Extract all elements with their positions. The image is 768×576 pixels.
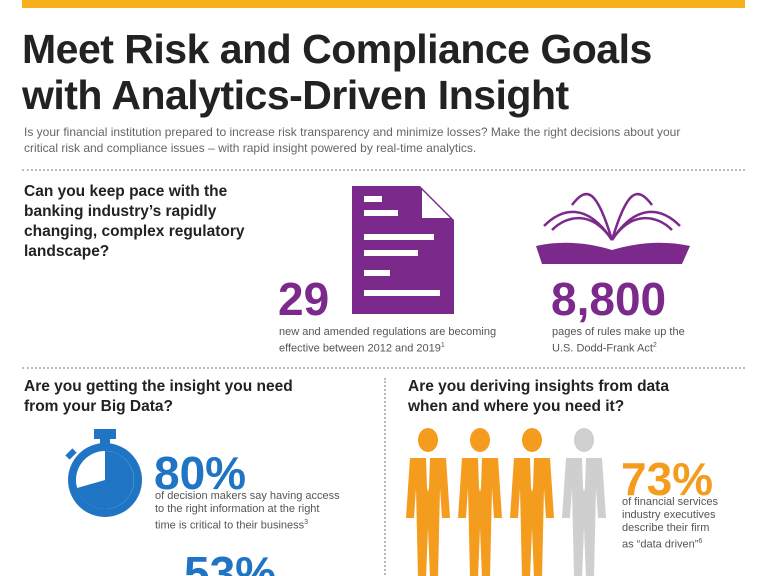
stat-text: effective between 2012 and 20191 xyxy=(279,342,445,355)
stat-text: of financial services xyxy=(622,496,718,508)
stat-text: new and amended regulations are becoming xyxy=(279,326,497,338)
stat-text: of decision makers say having access xyxy=(155,490,340,502)
footnote: 6 xyxy=(698,538,703,545)
title: with Analytics-Driven Insight xyxy=(22,72,569,118)
divider xyxy=(22,367,745,369)
stat-text: U.S. Dodd-Frank Act2 xyxy=(552,342,657,355)
top-bar xyxy=(22,0,745,8)
stat-text: pages of rules make up the xyxy=(552,326,685,338)
question: Can you keep pace with the banking indust… xyxy=(24,182,245,262)
stat-text: as “data driven”6 xyxy=(622,538,703,551)
question-line: when and where you need it? xyxy=(408,398,625,415)
stat-figure: 53% xyxy=(184,547,277,576)
question-line: Can you keep pace with the xyxy=(24,183,228,200)
stat-text: industry executives xyxy=(622,509,716,521)
question-line: changing, complex regulatory xyxy=(24,223,245,240)
question-line: banking industry’s rapidly xyxy=(24,203,217,220)
footnote: 3 xyxy=(304,519,309,526)
stat-text: to the right information at the right xyxy=(155,503,320,515)
stat-figure: 8,800 xyxy=(551,273,667,325)
question-line: Are you deriving insights from data xyxy=(408,378,669,395)
stat-figure: 73% xyxy=(621,453,714,505)
intro: critical risk and compliance issues – wi… xyxy=(24,141,477,155)
title: Meet Risk and Compliance Goals xyxy=(22,26,652,72)
book-icon xyxy=(536,193,690,264)
question: Are you getting the insight you need from… xyxy=(24,377,293,417)
people-icon xyxy=(406,428,606,576)
footnote: 2 xyxy=(652,342,657,349)
question-line: from your Big Data? xyxy=(24,398,173,415)
stat-figure: 29 xyxy=(278,273,330,325)
stat-text: time is critical to their business3 xyxy=(155,519,309,532)
intro: Is your financial institution prepared t… xyxy=(24,125,681,139)
stat-text: describe their firm xyxy=(622,522,710,534)
stopwatch-icon xyxy=(65,429,142,517)
document-icon xyxy=(352,186,454,314)
divider xyxy=(384,378,386,576)
question-line: Are you getting the insight you need xyxy=(24,378,293,395)
question-line: landscape? xyxy=(24,243,110,260)
stat-figure: 80% xyxy=(154,447,247,499)
footnote: 1 xyxy=(440,342,445,349)
question: Are you deriving insights from data when … xyxy=(408,377,669,417)
divider xyxy=(22,169,745,171)
